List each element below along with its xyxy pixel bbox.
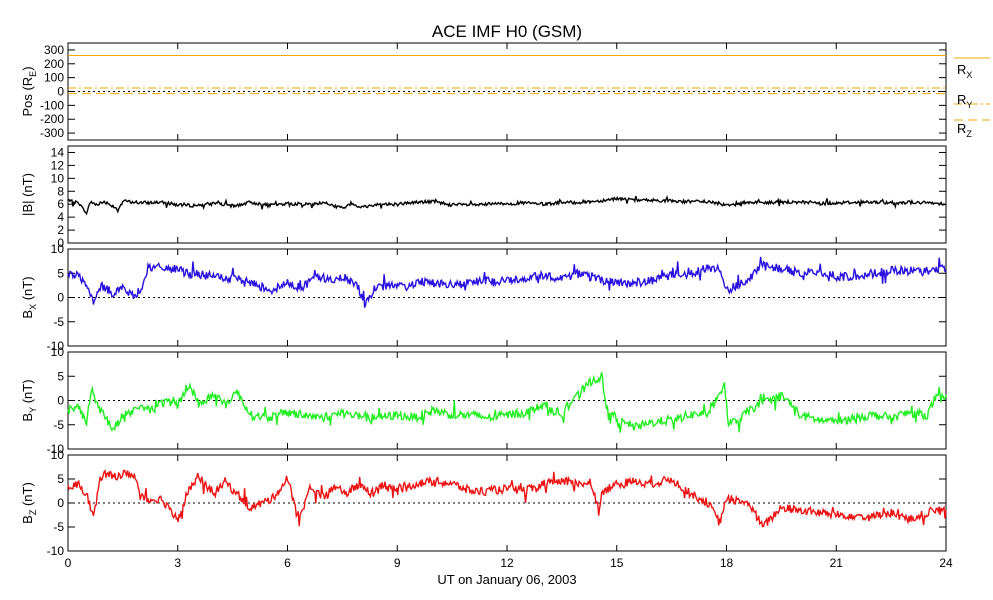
y-tick-label: 10	[51, 448, 65, 462]
legend-label-rx: RX	[957, 62, 972, 80]
panel-frame	[67, 145, 947, 244]
y-axis-label: Pos (RE)	[20, 66, 38, 116]
y-tick-label: 0	[57, 85, 64, 99]
y-tick-label: 10	[51, 242, 65, 256]
x-tick-label: 3	[174, 556, 181, 570]
y-tick-label: 10	[51, 345, 65, 359]
y-tick-label: -5	[53, 418, 64, 432]
x-tick-label: 18	[720, 556, 734, 570]
x-tick-label: 24	[939, 556, 953, 570]
y-tick-label: 2	[57, 223, 64, 237]
y-axis-label: BZ (nT)	[20, 482, 38, 524]
series-line-by	[67, 371, 947, 433]
x-tick-label: 6	[284, 556, 291, 570]
y-tick-label: 10	[51, 171, 65, 185]
x-axis-label: UT on January 06, 2003	[437, 572, 576, 587]
series-line-bz	[67, 469, 947, 528]
chart-title: ACE IMF H0 (GSM)	[432, 22, 582, 41]
y-tick-label: 5	[57, 266, 64, 280]
series-line-bx	[67, 256, 947, 308]
legend-label-rz: RZ	[957, 121, 972, 139]
y-tick-label: 14	[51, 145, 65, 159]
y-tick-label: -300	[40, 126, 64, 140]
y-tick-label: 0	[57, 496, 64, 510]
y-tick-label: 0	[57, 236, 64, 250]
y-tick-label: -5	[53, 315, 64, 329]
y-tick-label: 6	[57, 197, 64, 211]
y-tick-label: 0	[57, 394, 64, 408]
y-axis-label: |B| (nT)	[20, 173, 35, 216]
x-tick-label: 0	[65, 556, 72, 570]
y-tick-label: -200	[40, 112, 64, 126]
y-tick-label: 4	[57, 210, 64, 224]
y-tick-label: 5	[57, 472, 64, 486]
y-tick-label: -10	[47, 544, 65, 558]
y-tick-label: -10	[47, 339, 65, 353]
y-axis-label: BY (nT)	[20, 379, 38, 421]
y-tick-label: -100	[40, 98, 64, 112]
y-axis-label: BX (nT)	[20, 276, 38, 318]
legend-label-ry: RY	[957, 92, 972, 110]
y-tick-label: 0	[57, 291, 64, 305]
y-tick-label: -10	[47, 442, 65, 456]
y-tick-label: -5	[53, 520, 64, 534]
x-tick-label: 12	[500, 556, 514, 570]
series-line-bmag	[67, 194, 947, 216]
y-tick-label: 8	[57, 184, 64, 198]
y-tick-label: 100	[44, 71, 64, 85]
y-tick-label: 5	[57, 369, 64, 383]
x-tick-label: 15	[610, 556, 624, 570]
panel-by: 10 5 0 -5 -10 BY (nT)	[20, 345, 947, 456]
y-tick-label: 300	[44, 43, 64, 57]
x-tick-label: 21	[830, 556, 844, 570]
y-tick-label: 200	[44, 57, 64, 71]
panel-bx: 10 5 0 -5 -10 BX (nT)	[20, 242, 947, 353]
x-tick-label: 9	[394, 556, 401, 570]
y-tick-label: 12	[51, 158, 65, 172]
